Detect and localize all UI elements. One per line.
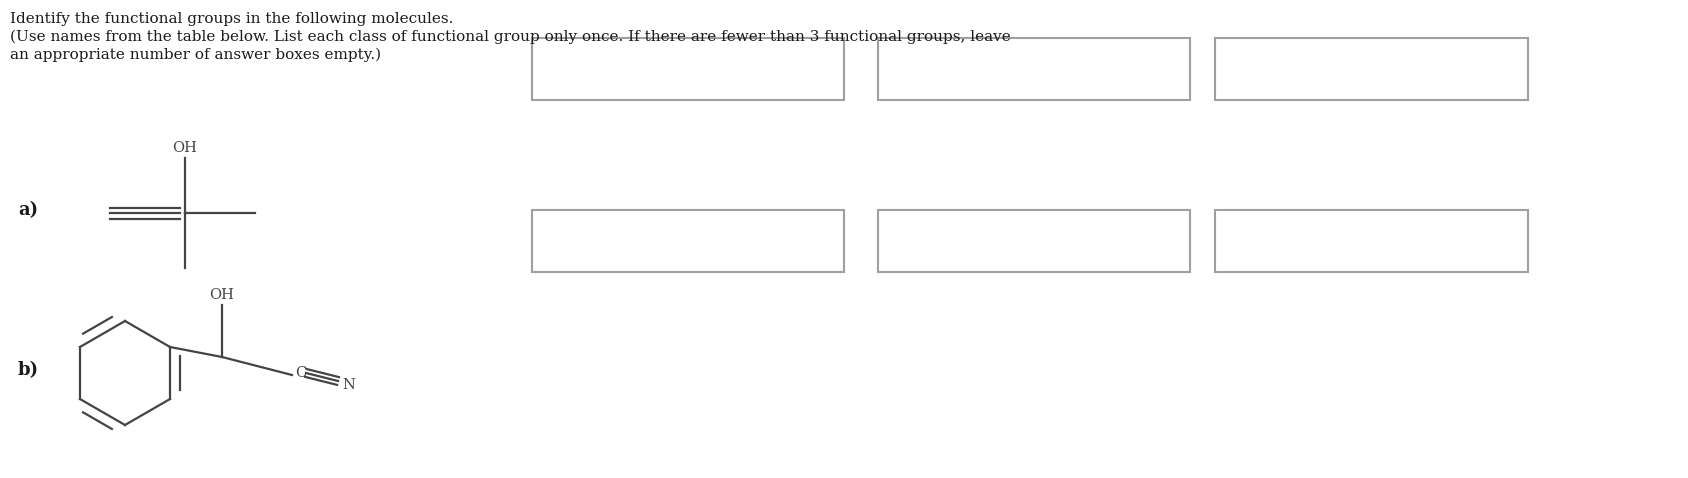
Bar [532,38,844,100]
Text: (Use names from the table below. List each class of functional group only once. : (Use names from the table below. List ea… [10,30,1011,44]
Bar [878,210,1190,272]
Bar [1215,210,1528,272]
Text: C: C [295,366,306,380]
Bar [878,38,1190,100]
Text: OH: OH [209,288,235,302]
Bar [532,210,844,272]
Text: N: N [343,378,354,392]
Text: a): a) [19,201,39,219]
Bar [1215,38,1528,100]
Text: b): b) [19,361,39,379]
Text: an appropriate number of answer boxes empty.): an appropriate number of answer boxes em… [10,48,381,63]
Text: Identify the functional groups in the following molecules.: Identify the functional groups in the fo… [10,12,454,26]
Text: OH: OH [172,141,197,155]
